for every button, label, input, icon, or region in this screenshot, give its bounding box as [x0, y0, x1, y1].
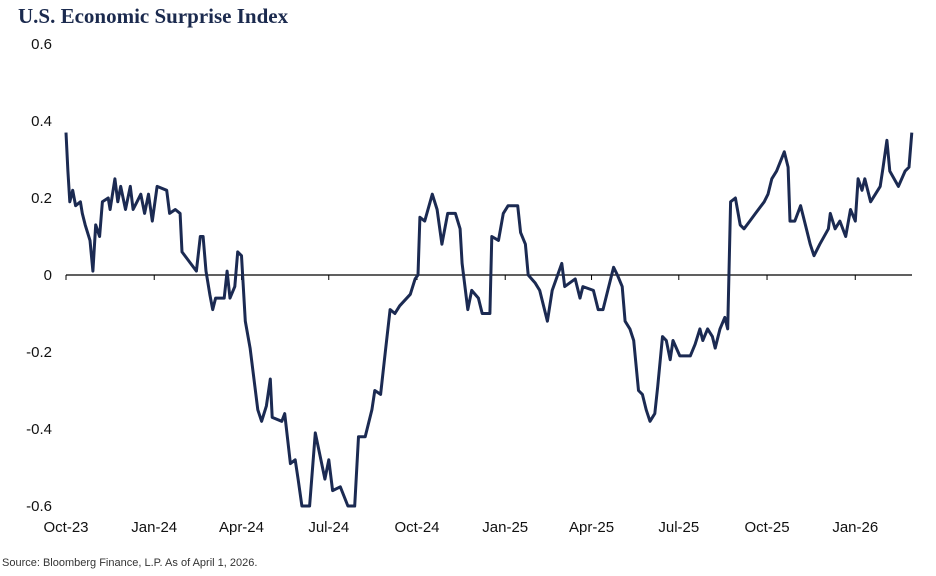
y-tick-label: -0.6	[26, 498, 52, 515]
source-note: Source: Bloomberg Finance, L.P. As of Ap…	[2, 557, 258, 569]
x-tick-label: Oct-25	[745, 519, 790, 536]
y-tick-label: 0.6	[31, 36, 52, 53]
y-tick-label: 0.2	[31, 190, 52, 207]
y-tick-label: 0	[44, 267, 52, 284]
surprise-index-line	[64, 132, 914, 508]
y-tick-label: 0.4	[31, 113, 52, 130]
x-tick-label: Apr-25	[569, 519, 614, 536]
x-tick-label: Apr-24	[219, 519, 264, 536]
x-tick-label: Jul-25	[658, 519, 699, 536]
x-tick-label: Oct-24	[394, 519, 439, 536]
x-tick-label: Jan-26	[832, 519, 878, 536]
x-tick-label: Jan-25	[482, 519, 528, 536]
y-tick-label: -0.2	[26, 344, 52, 361]
y-tick-label: -0.4	[26, 421, 52, 438]
x-tick-label: Oct-23	[43, 519, 88, 536]
x-tick-label: Jan-24	[131, 519, 177, 536]
x-tick-label: Jul-24	[308, 519, 349, 536]
chart-title: U.S. Economic Surprise Index	[18, 4, 289, 28]
